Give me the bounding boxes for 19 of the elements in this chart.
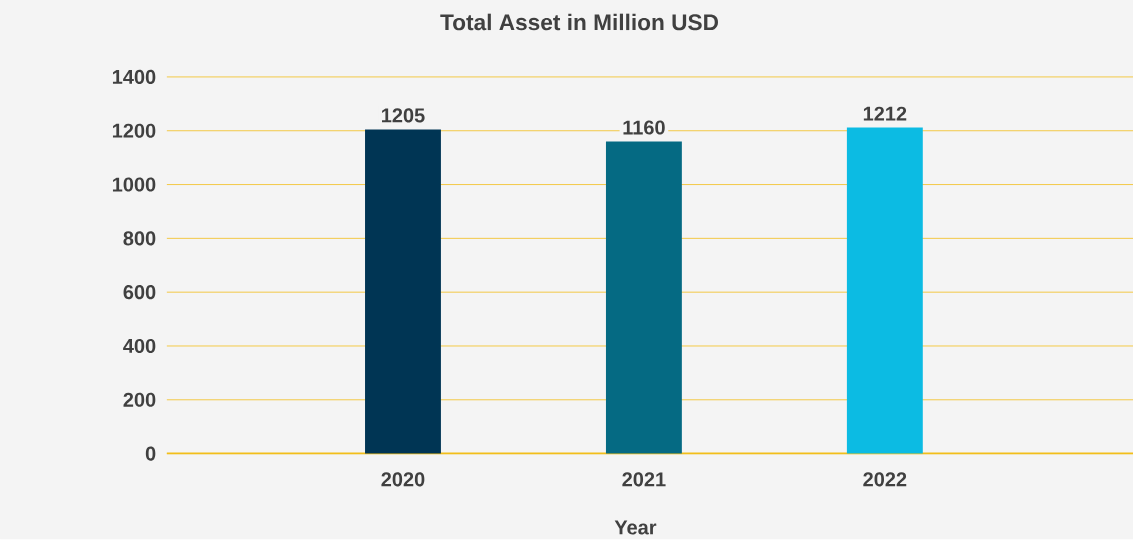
bar: [365, 129, 441, 454]
x-tick-label: 2020: [381, 472, 425, 487]
data-label: 1212: [863, 106, 907, 121]
y-tick-label: 1200: [112, 123, 156, 139]
x-axis-title: Year: [614, 520, 657, 535]
y-tick-label: 1400: [112, 70, 156, 85]
y-tick-label: 200: [123, 392, 156, 408]
chart-title: Total Asset in Million USD: [440, 13, 718, 31]
x-tick-label: 2021: [622, 472, 666, 487]
y-tick-label: 800: [123, 231, 156, 246]
x-tick-label: 2022: [863, 472, 907, 487]
y-tick-label: 600: [123, 285, 156, 300]
y-tick-label: 0: [145, 446, 156, 461]
y-tick-label: 1000: [112, 177, 156, 192]
bar: [605, 141, 682, 454]
data-label: 1160: [623, 120, 665, 135]
data-label: 1205: [382, 108, 425, 123]
y-tick-label: 400: [123, 339, 156, 354]
bar: [846, 127, 923, 454]
